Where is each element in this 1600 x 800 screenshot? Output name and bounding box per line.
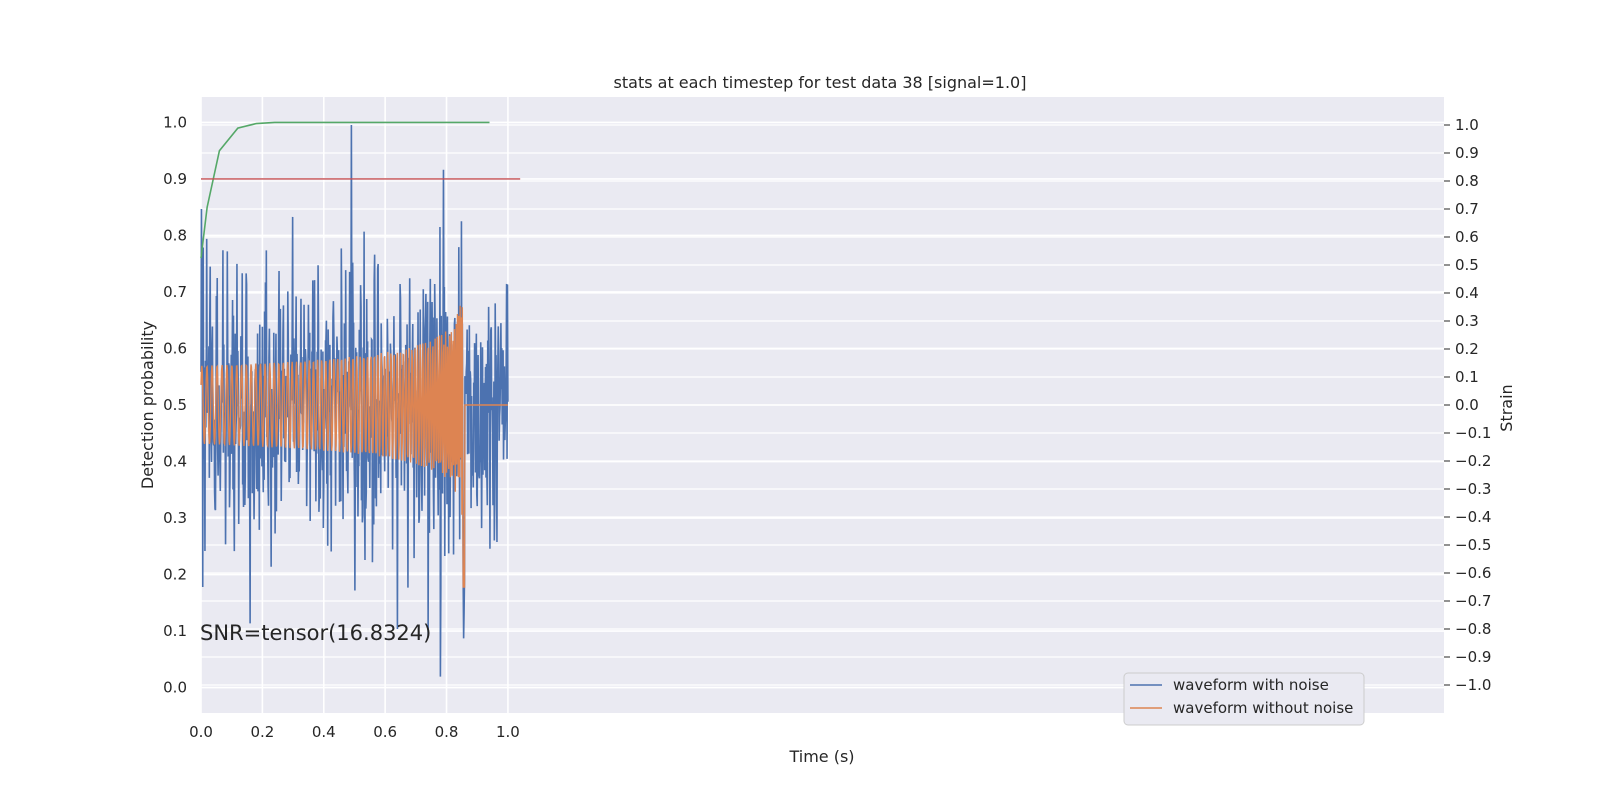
- y2-tick-label: 1.0: [1455, 116, 1479, 134]
- y2-tick-label: 0.3: [1455, 312, 1479, 330]
- y2-tick-label: −0.5: [1455, 536, 1491, 554]
- y2-tick-label: 0.1: [1455, 368, 1479, 386]
- y-tick-label: 0.8: [163, 226, 187, 244]
- series-lines: [200, 121, 521, 677]
- legend-label-noise: waveform with noise: [1173, 676, 1329, 694]
- y2-axis-ticks: 1.0 0.9 0.8 0.7 0.6 0.5 0.4 0.3 0.2 0.1 0.0 −0.1 −0.…: [1444, 116, 1491, 694]
- y-axis-label: Detection probability: [138, 321, 157, 489]
- chart-title: stats at each timestep for test data 38 …: [614, 73, 1027, 92]
- y2-tick-label: −1.0: [1455, 676, 1491, 694]
- y-tick-label: 0.2: [163, 566, 187, 584]
- y2-tick-label: −0.6: [1455, 564, 1491, 582]
- y2-tick-label: −0.1: [1455, 424, 1491, 442]
- y2-tick-label: 0.9: [1455, 144, 1479, 162]
- y-tick-label: 0.5: [163, 396, 187, 414]
- y-tick-label: 0.7: [163, 283, 187, 301]
- series-waveform-without-noise: [200, 305, 508, 588]
- y2-tick-label: 0.2: [1455, 340, 1479, 358]
- legend-label-clean: waveform without noise: [1173, 699, 1353, 717]
- x-tick-label: 0.0: [189, 723, 213, 741]
- y2-tick-label: −0.4: [1455, 508, 1491, 526]
- y-tick-label: 0.3: [163, 509, 187, 527]
- series-waveform-with-noise: [200, 124, 509, 677]
- y-tick-label: 0.1: [163, 622, 187, 640]
- x-tick-label: 0.8: [435, 723, 459, 741]
- y2-tick-label: −0.2: [1455, 452, 1491, 470]
- y-axis-ticks: 0.0 0.1 0.2 0.3 0.4 0.5 0.6 0.7 0.8 0.9 1.0: [163, 113, 187, 696]
- x-tick-label: 0.6: [373, 723, 397, 741]
- y2-tick-label: 0.5: [1455, 256, 1479, 274]
- x-tick-label: 0.2: [250, 723, 274, 741]
- y2-tick-label: 0.6: [1455, 228, 1479, 246]
- x-tick-label: 1.0: [496, 723, 520, 741]
- y-tick-label: 1.0: [163, 113, 187, 131]
- snr-annotation: SNR=tensor(16.8324): [200, 621, 431, 645]
- y2-tick-label: 0.8: [1455, 172, 1479, 190]
- y2-tick-label: −0.8: [1455, 620, 1491, 638]
- y-tick-label: 0.4: [163, 453, 187, 471]
- y2-tick-label: 0.7: [1455, 200, 1479, 218]
- y2-tick-label: −0.9: [1455, 648, 1491, 666]
- series-detection-probability: [200, 121, 490, 259]
- x-tick-label: 0.4: [312, 723, 336, 741]
- y2-tick-label: −0.7: [1455, 592, 1491, 610]
- y-tick-label: 0.0: [163, 679, 187, 697]
- legend: waveform with noise waveform without noi…: [1123, 672, 1365, 726]
- y2-tick-label: −0.3: [1455, 480, 1491, 498]
- y2-tick-label: 0.0: [1455, 396, 1479, 414]
- y-tick-label: 0.9: [163, 170, 187, 188]
- legend-box: [1123, 672, 1365, 726]
- x-axis-ticks: 0.0 0.2 0.4 0.6 0.8 1.0: [189, 723, 520, 741]
- y2-tick-label: 0.4: [1455, 284, 1479, 302]
- y-tick-label: 0.6: [163, 339, 187, 357]
- y2-axis-label: Strain: [1497, 384, 1516, 431]
- x-axis-label: Time (s): [788, 747, 854, 766]
